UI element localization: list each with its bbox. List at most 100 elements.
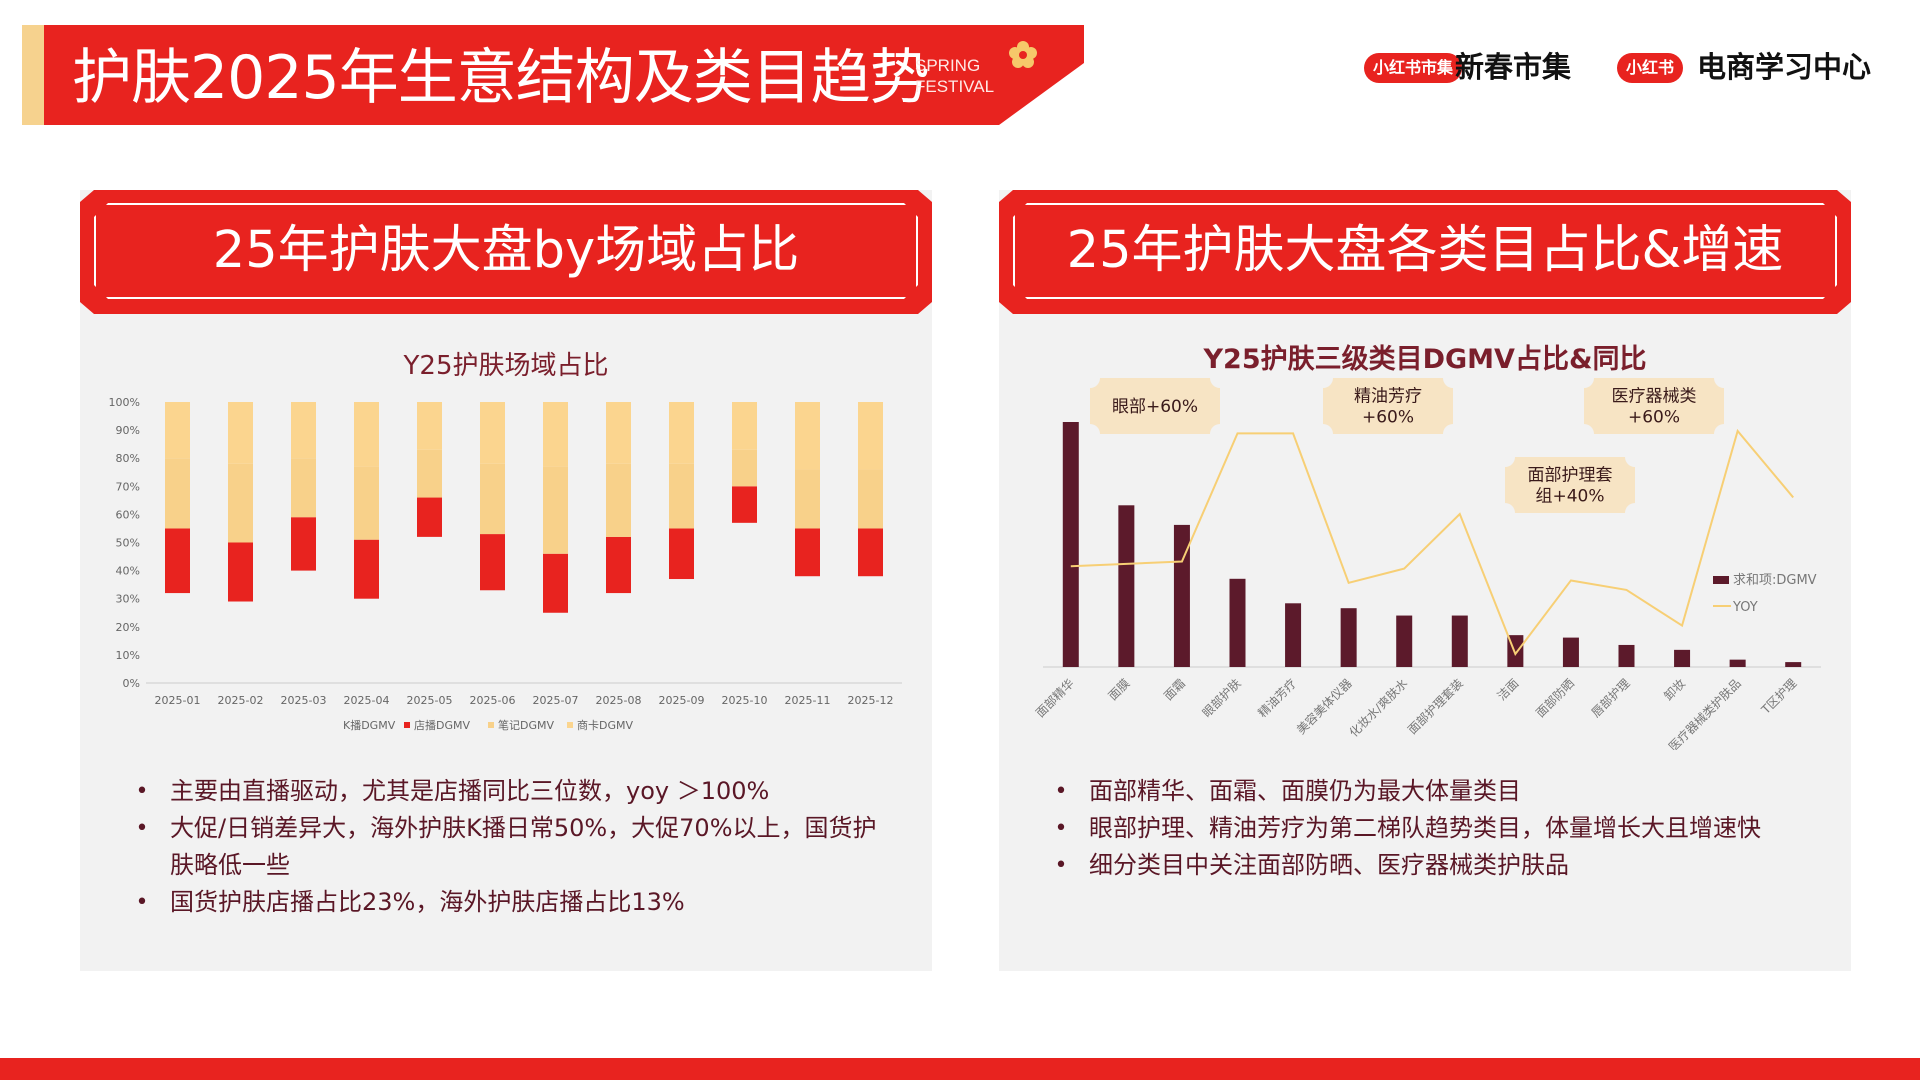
bar-segment xyxy=(795,469,820,529)
right-panel-heading: 25年护肤大盘各类目占比&增速 xyxy=(1066,221,1784,280)
bar-segment xyxy=(606,402,631,464)
bar-segment xyxy=(480,463,505,535)
y-tick-label: 50% xyxy=(116,537,140,550)
bar-segment xyxy=(795,402,820,470)
bullet-dot-icon: • xyxy=(135,816,149,841)
header-ribbon-edge xyxy=(22,25,44,125)
bullet-item: • 面部精华、面霜、面膜仍为最大体量类目 xyxy=(1051,773,1811,810)
growth-callout: 眼部+60% xyxy=(1090,378,1220,434)
right-panel-banner xyxy=(999,190,1851,314)
x-tick-label: 2025-10 xyxy=(722,694,768,707)
chart-title: Y25护肤三级类目DGMV占比&同比 xyxy=(1202,343,1646,375)
legend-swatch xyxy=(488,722,494,728)
category-bar xyxy=(1285,603,1302,667)
bar-segment xyxy=(417,402,442,450)
x-tick-label: 2025-02 xyxy=(218,694,264,707)
legend-label: YOY xyxy=(1732,600,1758,615)
bar-segment xyxy=(606,536,631,594)
bar-segment xyxy=(354,402,379,467)
bar-segment xyxy=(858,528,883,577)
header-ribbon xyxy=(22,25,1084,125)
callout-text: 精油芳疗 xyxy=(1354,387,1422,407)
x-tick-label: 2025-11 xyxy=(785,694,831,707)
y-tick-label: 40% xyxy=(116,565,140,578)
bar-segment xyxy=(291,402,316,459)
spring-label-line2: FESTIVAL xyxy=(915,77,995,96)
brand-text-learning-center: 电商学习中心 xyxy=(1697,50,1872,84)
category-bar xyxy=(1562,637,1579,667)
y-tick-label: 100% xyxy=(109,396,140,409)
x-tick-label: 2025-08 xyxy=(596,694,642,707)
spring-festival-label: SPRING FESTIVAL xyxy=(915,55,994,97)
bar-segment xyxy=(228,542,253,602)
bullet-item: • 主要由直播驱动，尤其是店播同比三位数，yoy ＞100% xyxy=(132,773,892,810)
chart-title: Y25护肤场域占比 xyxy=(403,351,609,381)
callout-box xyxy=(1323,378,1453,434)
x-tick-label: T区护理 xyxy=(1758,676,1799,717)
left-panel-banner-frame xyxy=(94,203,918,299)
category-bar xyxy=(1396,615,1413,667)
bar-segment xyxy=(858,469,883,529)
bullet-dot-icon: • xyxy=(135,779,149,804)
x-tick-label: 2025-06 xyxy=(470,694,516,707)
bullet-dot-icon: • xyxy=(1054,816,1068,841)
category-bar xyxy=(1451,615,1468,667)
bar-segment xyxy=(606,463,631,537)
x-tick-label: 2025-07 xyxy=(533,694,579,707)
growth-callout: 精油芳疗+60% xyxy=(1323,378,1453,434)
bar-segment xyxy=(291,458,316,518)
bullet-dot-icon: • xyxy=(1054,853,1068,878)
legend-swatch xyxy=(1713,576,1729,584)
category-bar xyxy=(1229,578,1246,667)
left-panel-heading: 25年护肤大盘by场域占比 xyxy=(212,221,800,280)
bar-segment xyxy=(543,553,568,613)
legend-label: 求和项:DGMV xyxy=(1733,573,1817,588)
x-tick-label: 2025-05 xyxy=(407,694,453,707)
bar-segment xyxy=(543,402,568,467)
y-tick-label: 30% xyxy=(116,593,140,606)
bar-segment xyxy=(795,528,820,577)
bar-segment xyxy=(669,402,694,464)
y-tick-label: 60% xyxy=(116,508,140,521)
bottom-bar xyxy=(0,1058,1920,1080)
x-tick-label: 精油芳疗 xyxy=(1255,676,1299,720)
y-tick-label: 90% xyxy=(116,424,140,437)
legend-swatch xyxy=(567,722,573,728)
bullet-item: • 眼部护理、精油芳疗为第二梯队趋势类目，体量增长大且增速快 xyxy=(1051,810,1811,847)
x-tick-label: 洁面 xyxy=(1495,676,1522,703)
bar-segment xyxy=(417,497,442,537)
x-tick-label: 面部防晒 xyxy=(1532,676,1577,721)
category-bar xyxy=(1785,662,1802,667)
category-bar xyxy=(1062,422,1079,667)
x-tick-label: 化妆水/爽肤水 xyxy=(1346,676,1410,740)
y-tick-label: 0% xyxy=(123,677,140,690)
x-tick-label: 2025-09 xyxy=(659,694,705,707)
legend-label: 商卡DGMV xyxy=(577,718,633,732)
bar-segment xyxy=(228,402,253,464)
bar-segment xyxy=(858,402,883,470)
bar-segment xyxy=(354,539,379,599)
bar-segment xyxy=(480,534,505,591)
brand-badge-xhs: 小红书 xyxy=(1617,53,1684,83)
bar-segment xyxy=(165,402,190,459)
x-tick-label: 眼部护肤 xyxy=(1199,676,1244,721)
bar-segment xyxy=(291,517,316,571)
category-bar xyxy=(1118,505,1135,667)
bar-segment xyxy=(480,402,505,464)
x-tick-label: 面部精华 xyxy=(1032,676,1077,721)
left-panel-bullets: • 主要由直播驱动，尤其是店播同比三位数，yoy ＞100% • 大促/日销差异大，… xyxy=(132,773,892,921)
bar-segment xyxy=(669,528,694,580)
yoy-line xyxy=(1070,428,1794,657)
category-bar xyxy=(1674,649,1691,667)
x-tick-label: 2025-04 xyxy=(344,694,390,707)
x-tick-label: 面部护理套装 xyxy=(1404,676,1466,738)
page-title: 护肤2025年生意结构及类目趋势 xyxy=(72,43,930,113)
bullet-item: • 国货护肤店播占比23%，海外护肤店播占比13% xyxy=(132,884,892,921)
bar-segment xyxy=(165,528,190,594)
callout-box xyxy=(1090,378,1220,434)
bar-segment xyxy=(165,458,190,529)
bar-segment xyxy=(732,402,757,450)
bar-segment xyxy=(354,466,379,540)
x-tick-label: 面霜 xyxy=(1161,676,1188,703)
plum-flower-icon xyxy=(1009,41,1037,68)
